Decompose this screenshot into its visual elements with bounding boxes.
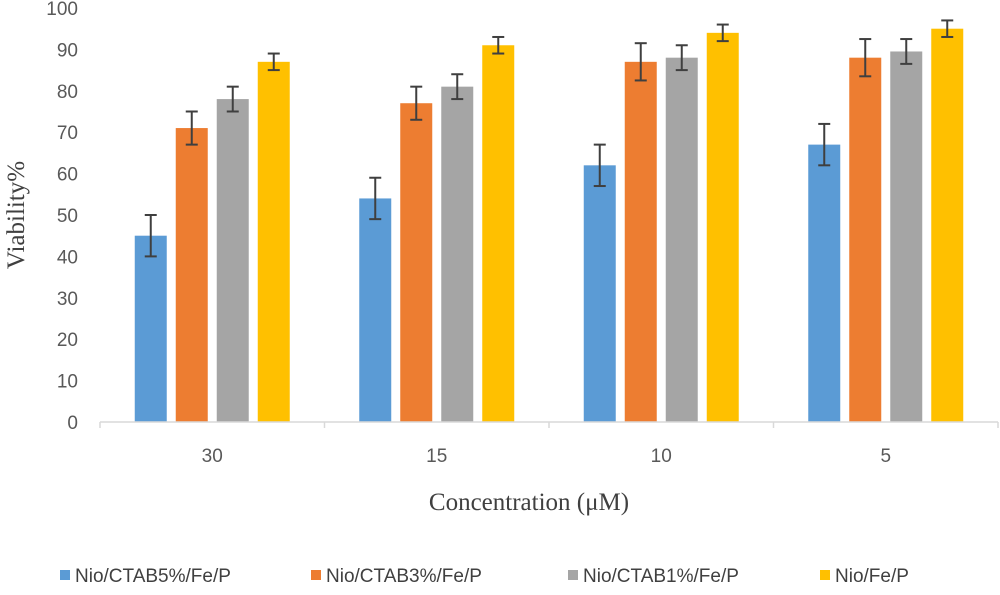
legend-label: Nio/CTAB1%/Fe/P bbox=[583, 566, 739, 587]
legend-label: Nio/CTAB3%/Fe/P bbox=[326, 566, 482, 587]
legend-label: Nio/CTAB5%/Fe/P bbox=[75, 566, 231, 587]
x-tick-label: 5 bbox=[880, 446, 891, 467]
bar bbox=[931, 28, 964, 422]
y-tick-label: 40 bbox=[57, 247, 78, 268]
y-tick-label: 50 bbox=[57, 206, 78, 227]
x-tick-label: 15 bbox=[426, 446, 447, 467]
error-bars-group bbox=[144, 19, 954, 258]
y-tick-label: 30 bbox=[57, 289, 78, 310]
bar bbox=[624, 61, 657, 422]
y-tick-label: 90 bbox=[57, 40, 78, 61]
x-axis-ticks: 30 15 10 5 bbox=[99, 422, 999, 467]
y-tick-label: 60 bbox=[57, 165, 78, 186]
y-tick-label: 10 bbox=[57, 372, 78, 393]
legend-swatch bbox=[60, 570, 70, 580]
bar bbox=[134, 235, 167, 422]
bar bbox=[583, 165, 616, 422]
bar bbox=[441, 86, 474, 422]
y-tick-label: 0 bbox=[67, 413, 78, 434]
y-tick-label: 70 bbox=[57, 123, 78, 144]
legend: Nio/CTAB5%/Fe/P Nio/CTAB3%/Fe/P Nio/CTAB1%… bbox=[60, 566, 909, 587]
bar bbox=[849, 57, 882, 423]
bars-group bbox=[134, 28, 964, 423]
legend-swatch bbox=[568, 570, 578, 580]
bar bbox=[890, 51, 923, 422]
bar bbox=[257, 61, 290, 422]
x-tick-label: 30 bbox=[202, 446, 223, 467]
bar bbox=[808, 144, 841, 422]
y-tick-label: 100 bbox=[46, 0, 78, 20]
legend-swatch bbox=[820, 570, 830, 580]
bar bbox=[359, 198, 392, 422]
legend-label: Nio/Fe/P bbox=[835, 566, 909, 587]
bar bbox=[482, 45, 515, 422]
x-tick-label: 10 bbox=[651, 446, 672, 467]
bar bbox=[706, 32, 739, 423]
legend-swatch bbox=[311, 570, 321, 580]
x-axis-title: Concentration (μM) bbox=[429, 489, 629, 516]
bar bbox=[216, 99, 249, 422]
y-tick-label: 80 bbox=[57, 82, 78, 103]
y-axis-ticks: 0 10 20 30 40 50 60 70 80 90 100 bbox=[46, 0, 78, 434]
bar bbox=[175, 128, 208, 422]
y-axis-title: Viability% bbox=[3, 161, 30, 269]
y-tick-label: 20 bbox=[57, 330, 78, 351]
bar bbox=[665, 57, 698, 423]
bar bbox=[400, 103, 433, 422]
